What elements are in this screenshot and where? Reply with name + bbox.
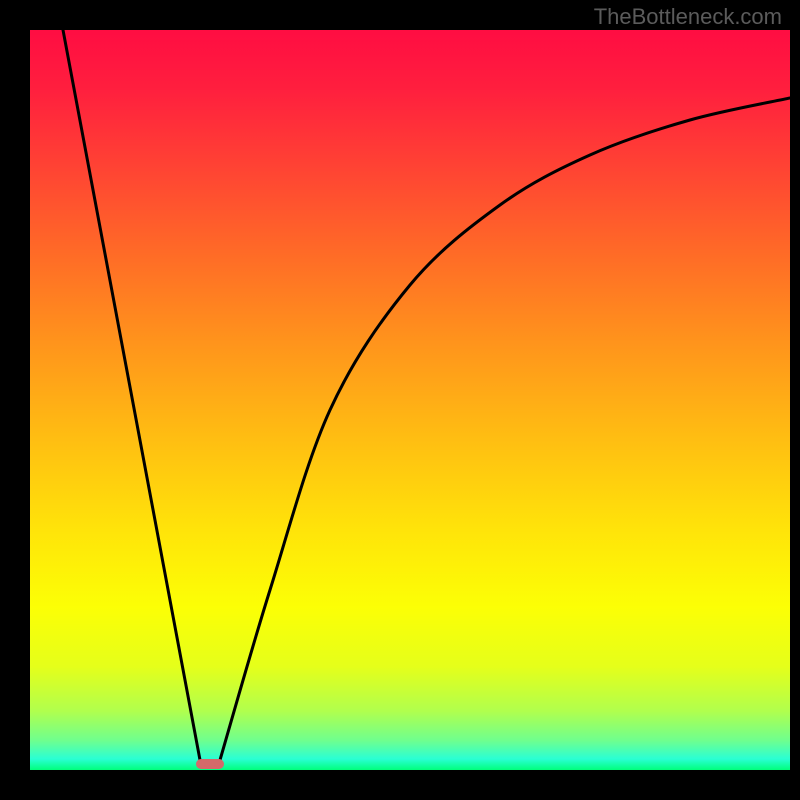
watermark-text: TheBottleneck.com [594,4,782,30]
gradient-background [30,30,790,770]
chart-svg [30,30,790,770]
plot-area [30,30,790,770]
valley-marker [196,759,224,769]
